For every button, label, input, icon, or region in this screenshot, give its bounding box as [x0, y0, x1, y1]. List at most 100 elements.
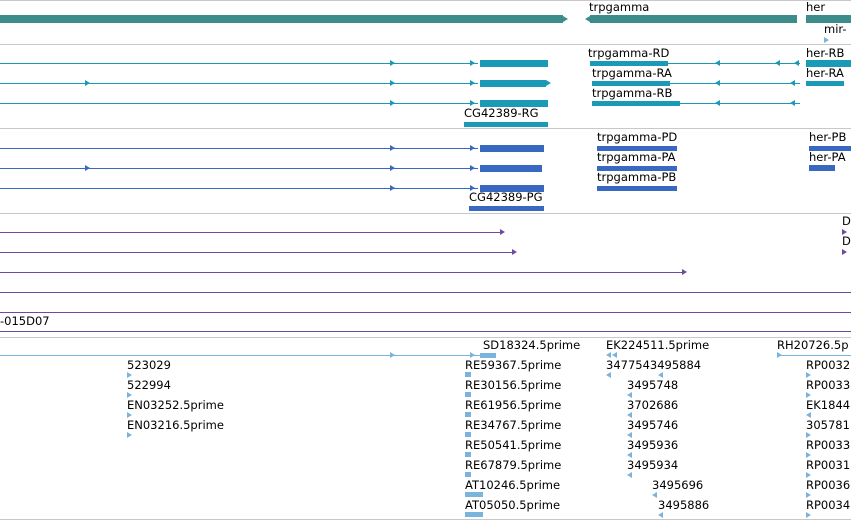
est-label[interactable]: RE34767.5prime	[465, 418, 562, 432]
protein-trpgamma-pa[interactable]	[597, 166, 677, 171]
transcript-label-trpgamma-rd[interactable]: trpgamma-RD	[588, 46, 670, 60]
transcript-cg42389-rg[interactable]	[464, 122, 548, 127]
est-label[interactable]: RE50541.5prime	[465, 438, 562, 452]
transcript-cg-ra-intron[interactable]	[0, 83, 478, 84]
feature-line-1[interactable]	[0, 232, 500, 233]
protein-cg-pb-cds[interactable]	[480, 185, 544, 192]
feature-line-4[interactable]	[0, 292, 851, 293]
est-label[interactable]: RP0031	[806, 458, 851, 472]
protein-label-trpgamma-pa[interactable]: trpgamma-PA	[597, 150, 676, 164]
feature-label-d2[interactable]: D	[842, 234, 851, 248]
est-label[interactable]: 3495886	[658, 498, 710, 512]
transcript-label-her-ra[interactable]: her-RA	[806, 66, 844, 80]
protein-her-pa[interactable]	[809, 165, 835, 171]
protein-label-trpgamma-pb[interactable]: trpgamma-PB	[597, 170, 677, 184]
protein-label-trpgamma-pd[interactable]: trpgamma-PD	[597, 130, 678, 144]
transcript-trpgamma-rd[interactable]	[590, 63, 800, 64]
strand-arrow-icon	[806, 492, 811, 498]
est-block[interactable]	[480, 353, 496, 358]
protein-cg-pd-cds[interactable]	[480, 145, 544, 152]
est-label[interactable]: 3702686	[627, 398, 679, 412]
protein-label-cg42389-pg[interactable]: CG42389-PG	[469, 190, 543, 204]
est-label-top-4[interactable]: RH20726.5p	[777, 338, 849, 352]
transcript-trpgamma-rd-exons[interactable]	[590, 61, 668, 66]
est-label[interactable]: AT05050.5prime	[465, 498, 561, 512]
est-label[interactable]: RP0036	[806, 478, 851, 492]
strand-arrow-icon	[606, 352, 611, 358]
est-label[interactable]: RE67879.5prime	[465, 458, 562, 472]
transcript-trpgamma-ra[interactable]	[592, 83, 800, 84]
strand-arrow-icon	[470, 352, 475, 358]
transcript-label-cg42389-rg[interactable]: CG42389-RG	[464, 106, 539, 120]
est-label[interactable]: 3495746	[627, 418, 679, 432]
est-label[interactable]: RE59367.5prime	[465, 358, 562, 372]
transcript-cg-ra-exon[interactable]	[480, 80, 546, 87]
est-label[interactable]: RE30156.5prime	[465, 378, 562, 392]
feature-line-3[interactable]	[0, 272, 682, 273]
strand-arrow-icon	[127, 372, 132, 378]
transcript-her-rb[interactable]	[806, 60, 851, 67]
est-label-top-2[interactable]: SD18324.5prime	[483, 338, 581, 352]
strand-arrow-icon	[842, 229, 847, 235]
protein-cg-pb[interactable]	[0, 188, 478, 189]
feature-label-d1[interactable]: D	[842, 214, 851, 228]
gene-trpgamma[interactable]	[590, 15, 797, 23]
transcript-trpgamma-rb-exons[interactable]	[592, 101, 680, 106]
gene-cg42389[interactable]	[0, 15, 563, 23]
est-label[interactable]: RP0033	[806, 378, 851, 392]
gene-label-her[interactable]: her	[806, 0, 826, 14]
est-label-top-3[interactable]: EK224511.5prime	[606, 338, 710, 352]
protein-cg-pa-cds[interactable]	[480, 165, 542, 172]
est-label[interactable]: 3477543495884	[606, 358, 702, 372]
transcript-label-trpgamma-rb[interactable]: trpgamma-RB	[592, 86, 673, 100]
transcript-cg-rb-intron[interactable]	[0, 103, 478, 104]
est-label[interactable]: 305781	[806, 418, 850, 432]
protein-label-her-pa[interactable]: her-PA	[809, 150, 846, 164]
feature-line-2[interactable]	[0, 252, 512, 253]
protein-trpgamma-pb[interactable]	[597, 186, 677, 191]
gene-label-trpgamma[interactable]: trpgamma	[589, 0, 650, 14]
transcript-cg-rd-intron[interactable]	[0, 63, 478, 64]
est-label[interactable]: 3495936	[627, 438, 679, 452]
transcript-her-ra[interactable]	[806, 81, 844, 86]
est-label[interactable]: 3495696	[652, 478, 704, 492]
est-label[interactable]: 3495934	[627, 458, 679, 472]
clone-line[interactable]	[0, 331, 851, 332]
est-label[interactable]: RP0033	[806, 438, 851, 452]
gene-label-mir[interactable]: mir-	[824, 22, 847, 36]
est-label[interactable]: 523029	[127, 358, 171, 372]
est-label[interactable]: RE61956.5prime	[465, 398, 562, 412]
transcript-label-trpgamma-ra[interactable]: trpgamma-RA	[592, 66, 672, 80]
protein-cg42389-pg[interactable]	[469, 206, 544, 211]
transcript-trpgamma-rb[interactable]	[592, 103, 800, 104]
clone-track: -015D07	[0, 313, 851, 337]
est-label[interactable]: EN03216.5prime	[127, 418, 224, 432]
protein-label-her-pb[interactable]: her-PB	[809, 130, 847, 144]
clone-label[interactable]: -015D07	[0, 314, 50, 328]
transcript-cg-rd-exon[interactable]	[480, 60, 548, 67]
protein-her-pb[interactable]	[809, 146, 851, 151]
transcript-label-her-rb[interactable]: her-RB	[806, 46, 845, 60]
est-line-right[interactable]	[777, 355, 851, 356]
protein-cg-pd[interactable]	[0, 148, 478, 149]
gene-her[interactable]	[806, 15, 851, 23]
est-label[interactable]: EK1844	[806, 398, 851, 412]
strand-arrow-icon	[127, 412, 132, 418]
est-label[interactable]: RP0034	[806, 498, 851, 512]
est-label[interactable]: AT10246.5prime	[465, 478, 561, 492]
strand-arrow-icon	[563, 16, 568, 22]
strand-arrow-icon	[627, 452, 632, 458]
est-line-top[interactable]	[0, 355, 480, 356]
protein-trpgamma-pd[interactable]	[597, 146, 677, 151]
est-mark	[465, 412, 471, 417]
strand-arrow-icon	[627, 392, 632, 398]
protein-cg-pa[interactable]	[0, 168, 478, 169]
est-label[interactable]: RP0032	[806, 358, 851, 372]
feature-line-5[interactable]	[0, 312, 851, 313]
est-label[interactable]: EN03252.5prime	[127, 398, 224, 412]
est-label[interactable]: 522994	[127, 378, 171, 392]
transcript-cg-rb-exon[interactable]	[480, 100, 548, 107]
est-label[interactable]: 3495748	[627, 378, 679, 392]
transcript-trpgamma-ra-exons[interactable]	[592, 81, 670, 86]
